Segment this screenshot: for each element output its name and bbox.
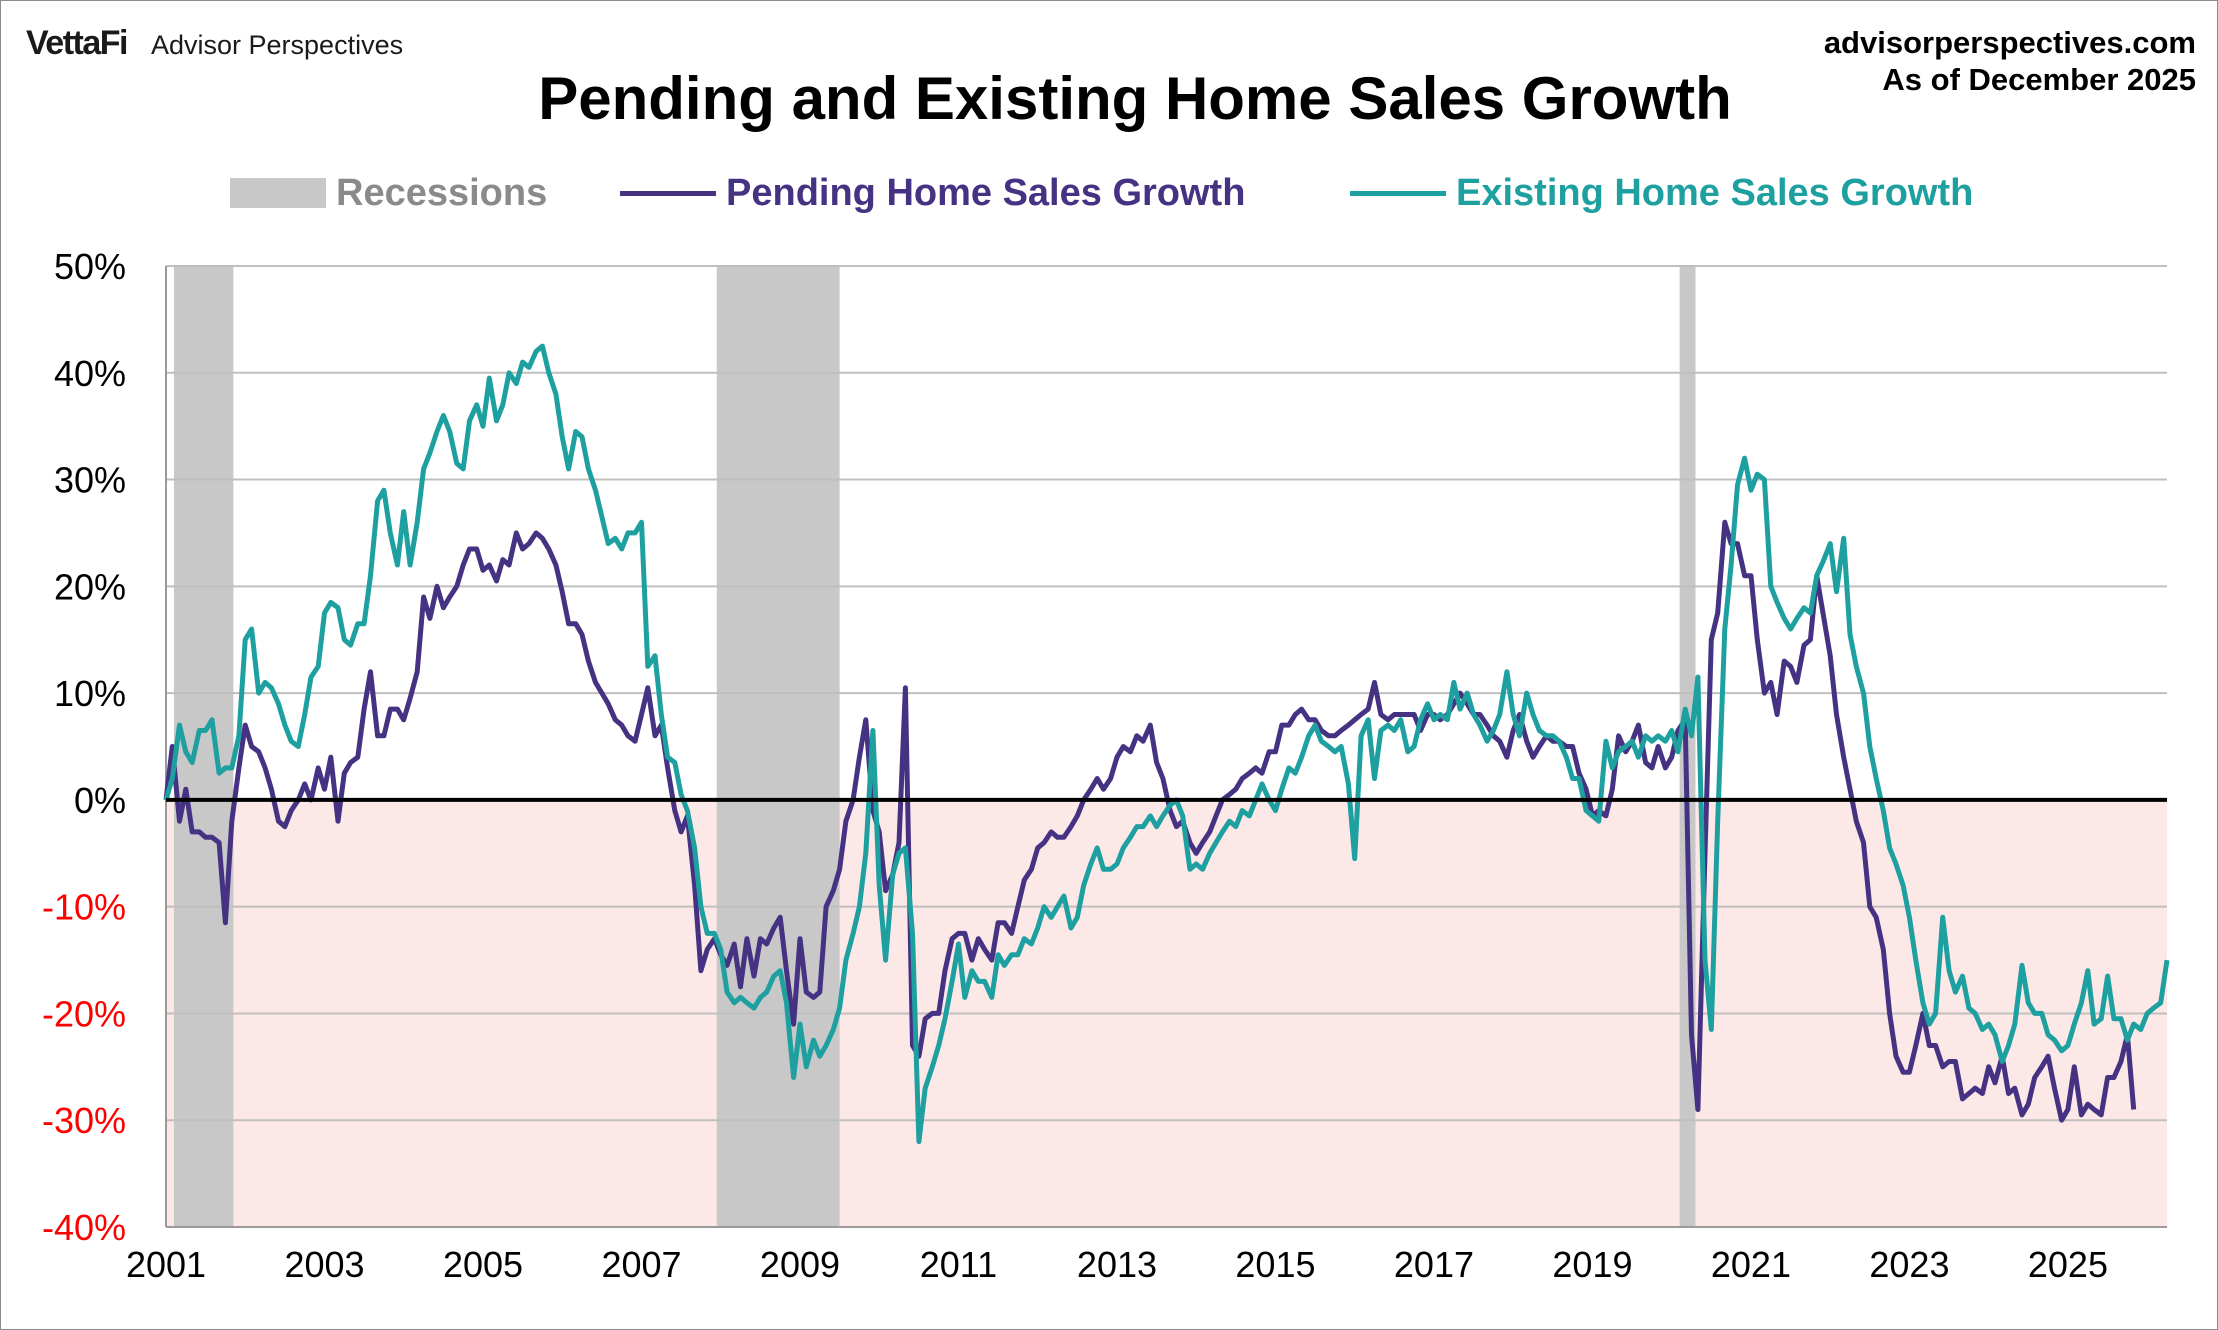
y-tick-label: -30% xyxy=(42,1100,126,1141)
recession-band-2 xyxy=(716,266,840,1227)
x-tick-label: 2015 xyxy=(1235,1244,1315,1285)
legend-label-pending: Pending Home Sales Growth xyxy=(726,171,1246,214)
y-tick-label: 30% xyxy=(54,460,126,501)
brand-header: VettaFi Advisor Perspectives xyxy=(26,24,403,63)
y-tick-label: 50% xyxy=(54,246,126,287)
legend-label-existing: Existing Home Sales Growth xyxy=(1456,171,1974,214)
x-tick-label: 2013 xyxy=(1077,1244,1157,1285)
y-tick-label: 0% xyxy=(74,780,126,821)
x-tick-label: 2025 xyxy=(2028,1244,2108,1285)
x-tick-label: 2009 xyxy=(760,1244,840,1285)
y-tick-label: -10% xyxy=(42,887,126,928)
pending-line-swatch xyxy=(620,190,716,196)
legend-label-recessions: Recessions xyxy=(336,171,548,214)
x-tick-label: 2019 xyxy=(1552,1244,1632,1285)
legend-item-pending: Pending Home Sales Growth xyxy=(620,168,1245,218)
existing-line-swatch xyxy=(1350,190,1446,196)
as-of-date: As of December 2025 xyxy=(1882,62,2196,97)
y-tick-label: 10% xyxy=(54,673,126,714)
legend-item-recessions: Recessions xyxy=(230,168,547,218)
x-tick-label: 2021 xyxy=(1711,1244,1791,1285)
x-tick-label: 2001 xyxy=(126,1244,206,1285)
y-tick-label: 20% xyxy=(54,566,126,607)
x-tick-label: 2003 xyxy=(284,1244,364,1285)
vettafi-logo: VettaFi xyxy=(26,24,128,62)
x-tick-label: 2017 xyxy=(1394,1244,1474,1285)
chart-legend: Recessions Pending Home Sales Growth Exi… xyxy=(0,168,2218,218)
x-tick-label: 2005 xyxy=(443,1244,523,1285)
legend-item-existing: Existing Home Sales Growth xyxy=(1350,168,1973,218)
x-tick-label: 2023 xyxy=(1869,1244,1949,1285)
pending-sales-line xyxy=(163,519,2137,1123)
y-tick-label: -20% xyxy=(42,993,126,1034)
existing-sales-line xyxy=(163,343,2170,1145)
source-block: advisorperspectives.com As of December 2… xyxy=(1824,24,2196,98)
recessions-swatch xyxy=(230,178,326,208)
chart-title: Pending and Existing Home Sales Growth xyxy=(538,65,1732,132)
y-tick-label: -40% xyxy=(42,1207,126,1248)
x-tick-label: 2011 xyxy=(920,1244,997,1285)
source-url: advisorperspectives.com xyxy=(1823,25,2196,60)
y-tick-label: 40% xyxy=(54,353,126,394)
x-tick-label: 2007 xyxy=(601,1244,681,1285)
brand-subtitle: Advisor Perspectives xyxy=(150,30,404,60)
